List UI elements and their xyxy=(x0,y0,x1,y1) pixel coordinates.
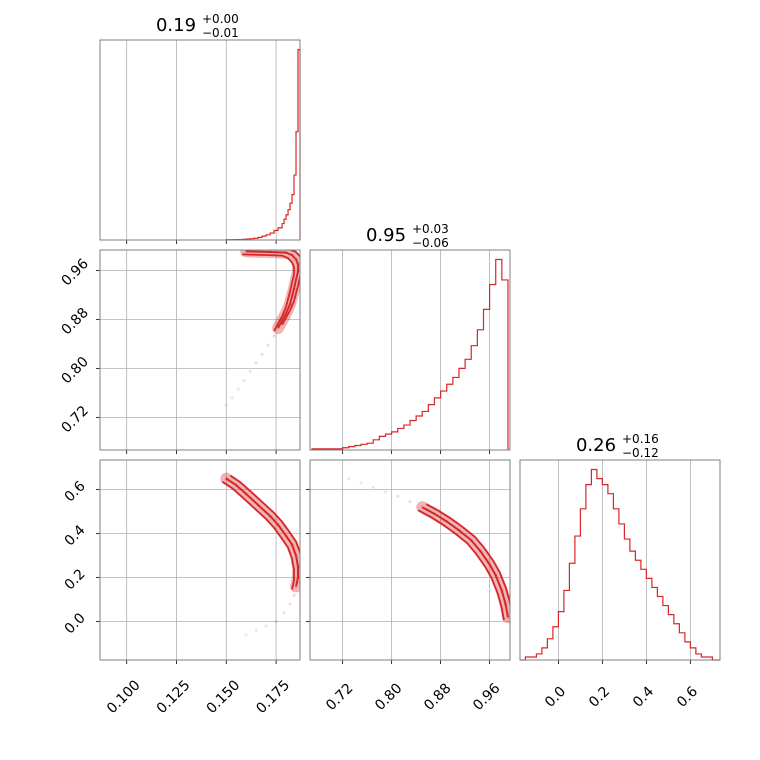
title-plus-1: +0.03 xyxy=(412,222,449,236)
y-tick-label: 0.4 xyxy=(62,522,89,549)
y-tick-label: 0.6 xyxy=(62,478,89,505)
density-panel-0-1 xyxy=(224,250,300,407)
contour-line xyxy=(229,474,300,584)
contour-line xyxy=(421,506,509,618)
title-minus-0: −0.01 xyxy=(202,26,239,40)
contour-line xyxy=(417,509,505,621)
sample-point xyxy=(242,379,246,383)
sample-point xyxy=(248,369,252,374)
contour-line xyxy=(246,250,300,329)
title-minus-2: −0.12 xyxy=(622,446,659,460)
panel-frame xyxy=(309,459,511,661)
sample-point xyxy=(254,361,258,365)
sample-point xyxy=(260,352,264,356)
y-tick-label: 0.72 xyxy=(58,403,91,436)
title-param-2: 0.26 xyxy=(576,435,616,456)
x-tick-label: 0.125 xyxy=(154,677,194,717)
histogram-param-0 xyxy=(225,48,301,241)
y-tick-label: 0.0 xyxy=(62,610,89,637)
x-tick-label: 0.80 xyxy=(372,680,405,713)
histogram-param-2 xyxy=(519,468,721,661)
panel-frame xyxy=(309,249,511,451)
sample-point xyxy=(254,628,258,632)
sample-point xyxy=(272,334,276,338)
title-param-0: 0.19 xyxy=(156,15,196,36)
contour-line xyxy=(425,503,510,609)
sample-point xyxy=(224,403,228,407)
contour-line xyxy=(221,480,295,590)
sample-point xyxy=(371,485,375,490)
sample-point xyxy=(274,619,278,624)
sample-point xyxy=(396,494,400,498)
sample-point xyxy=(288,602,292,606)
panel-background xyxy=(100,40,300,240)
sample-point xyxy=(359,481,363,485)
sample-point xyxy=(236,387,240,391)
x-tick-label: 0.88 xyxy=(421,680,454,713)
sample-point xyxy=(408,500,412,504)
panel-background xyxy=(310,460,510,660)
panel-frame xyxy=(99,459,301,661)
title-param-1: 0.95 xyxy=(366,225,406,246)
y-tick-label: 0.96 xyxy=(58,256,91,289)
x-tick-label: 0.2 xyxy=(586,684,613,711)
x-tick-label: 0.150 xyxy=(204,677,244,717)
x-tick-label: 0.4 xyxy=(630,684,657,711)
y-tick-label: 0.88 xyxy=(58,305,91,338)
panel-frame xyxy=(99,249,301,451)
density-panel-0-2 xyxy=(220,472,300,637)
contour-line xyxy=(225,477,300,587)
x-tick-label: 0.72 xyxy=(323,680,356,713)
sample-point xyxy=(282,611,286,615)
title-minus-1: −0.06 xyxy=(412,236,449,250)
sample-point xyxy=(292,593,296,597)
sample-point xyxy=(266,343,270,347)
panel-background xyxy=(100,250,300,450)
x-tick-label: 0.175 xyxy=(253,677,293,717)
sample-point xyxy=(383,490,388,494)
title-plus-0: +0.00 xyxy=(202,12,239,26)
sample-point xyxy=(264,624,268,628)
panel-background xyxy=(100,460,300,660)
x-tick-label: 0.0 xyxy=(542,684,569,711)
sample-point xyxy=(230,396,234,400)
title-plus-2: +0.16 xyxy=(622,432,659,446)
sample-point xyxy=(347,477,351,481)
density-panel-1-2 xyxy=(347,477,510,624)
x-tick-label: 0.100 xyxy=(104,677,144,717)
x-tick-label: 0.6 xyxy=(674,684,701,711)
panel-frame xyxy=(519,459,721,661)
sample-point xyxy=(244,633,248,637)
histogram-param-1 xyxy=(311,258,509,450)
panel-background xyxy=(310,250,510,450)
panel-frame xyxy=(99,39,301,241)
contour-line xyxy=(242,253,295,332)
y-tick-label: 0.2 xyxy=(62,566,89,593)
y-tick-label: 0.80 xyxy=(58,354,91,387)
x-tick-label: 0.96 xyxy=(470,680,503,713)
